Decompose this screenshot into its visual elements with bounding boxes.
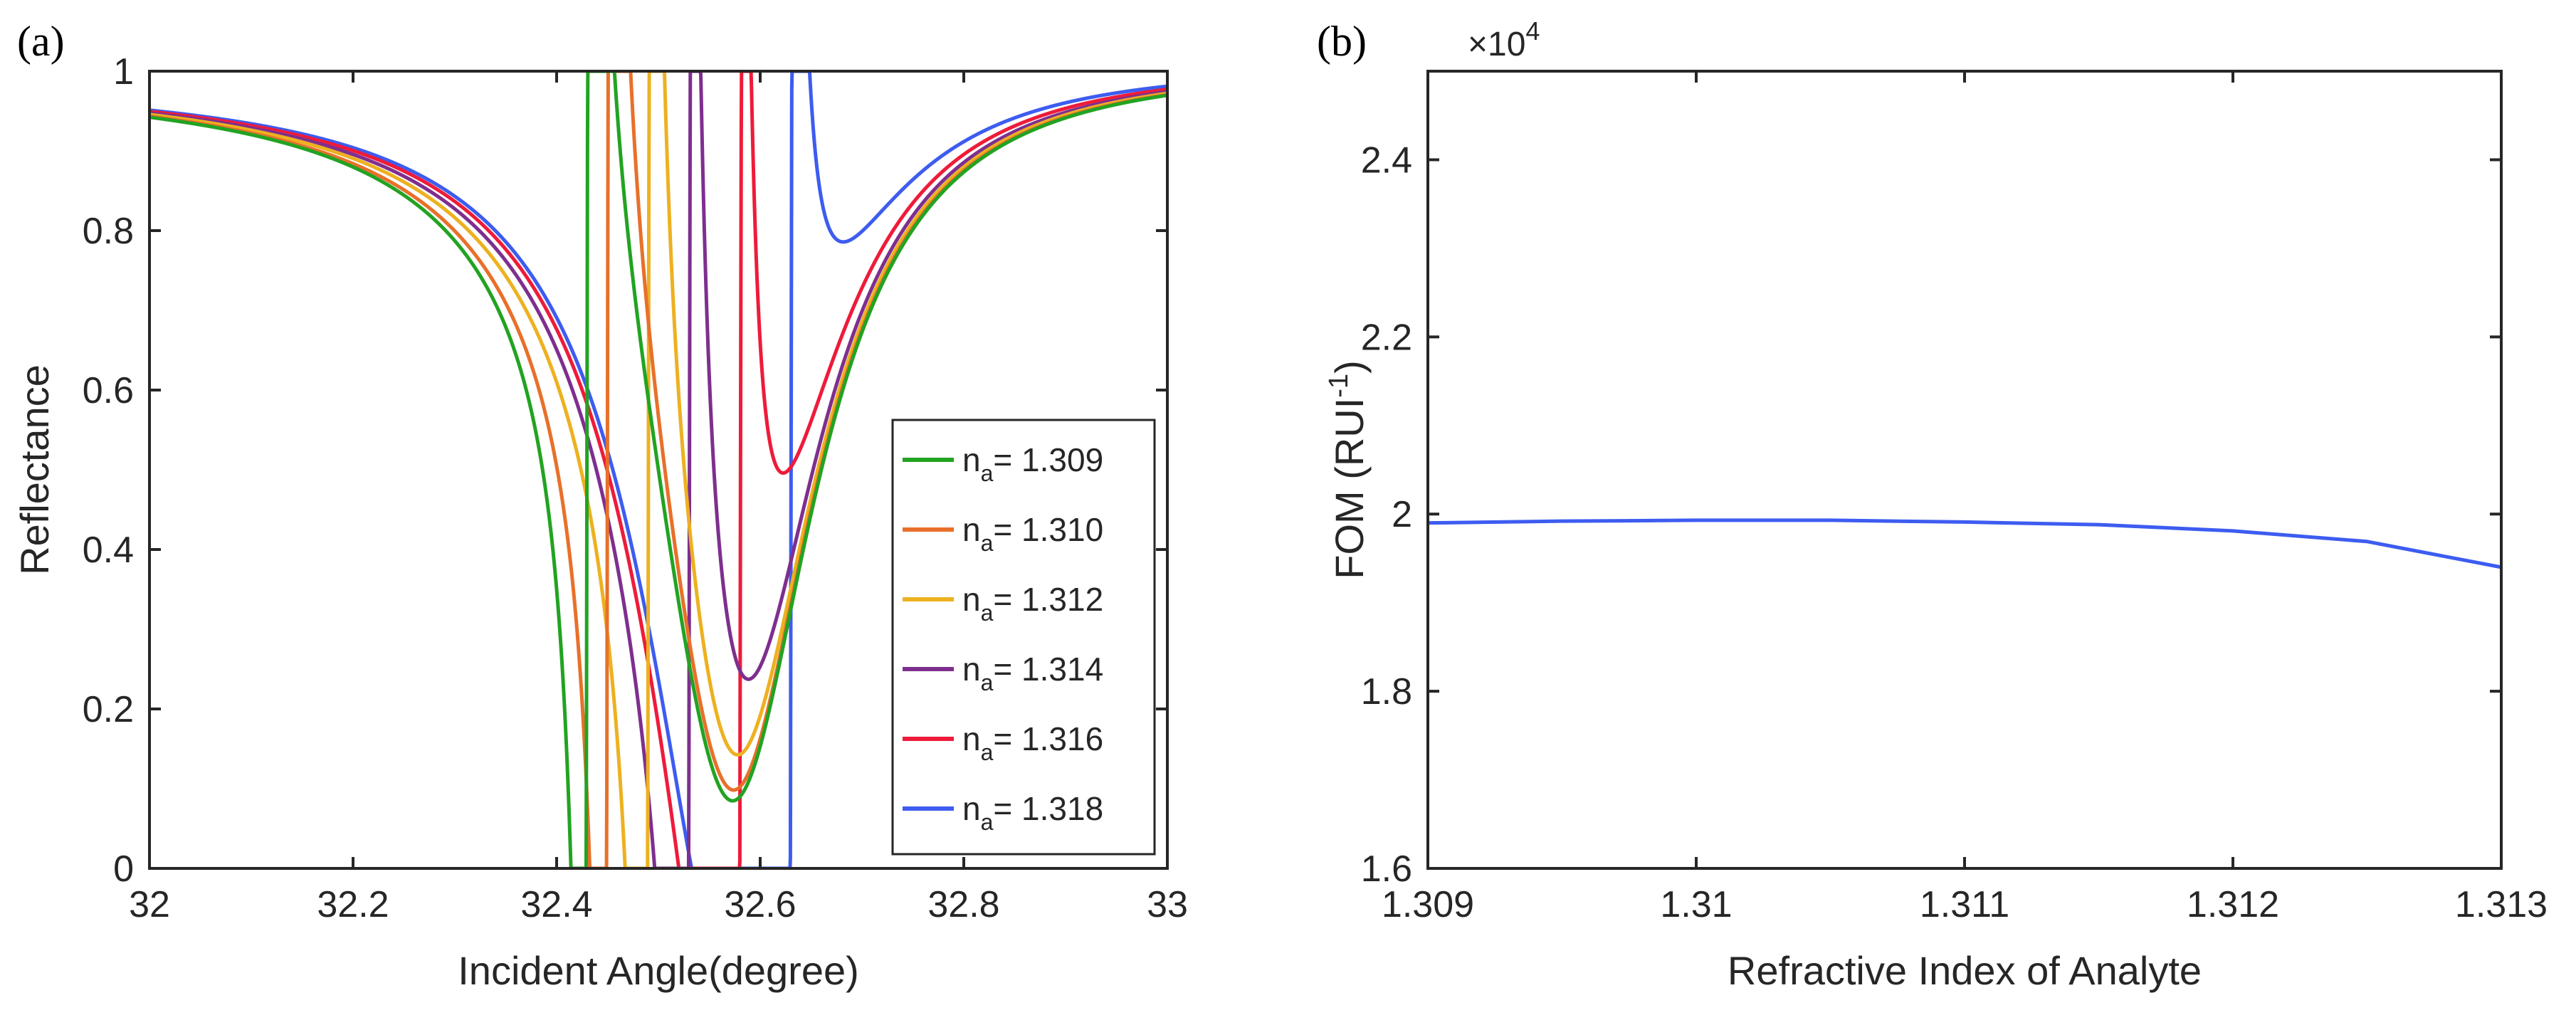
x-ticks-a: 32 32.2 32.4 32.6 32.8 33 xyxy=(129,71,1188,925)
series-line-5 xyxy=(149,71,1167,868)
y-tick-label-a: 0.2 xyxy=(83,689,134,730)
y-tick-label-b: 1.6 xyxy=(1361,848,1412,890)
y-axis-label-b-main: FOM (RUI xyxy=(1327,398,1372,579)
series-line-0 xyxy=(149,71,1167,868)
y-tick-label-b: 1.8 xyxy=(1361,671,1412,713)
x-tick-label-b: 1.313 xyxy=(2455,884,2548,925)
axes-box-b xyxy=(1426,70,2503,870)
y-tick-label-a: 0.4 xyxy=(83,530,134,571)
x-axis-label-a: Incident Angle(degree) xyxy=(458,948,859,993)
y-tick-label-b: 2.2 xyxy=(1361,317,1412,358)
panel-b-fom-chart: (b) ×104 1.309 1.31 1.311 1.312 1.313 1.6 1.8… xyxy=(1317,16,2548,993)
x-tick-label-b: 1.31 xyxy=(1660,884,1732,925)
x-tick-label-a: 32.8 xyxy=(927,884,999,925)
reflectance-curves xyxy=(149,71,1167,868)
y-tick-label-a: 0 xyxy=(113,848,134,890)
x-tick-label-a: 32.6 xyxy=(724,884,796,925)
x-tick-label-a: 33 xyxy=(1147,884,1188,925)
legend-label-5: na= 1.318 xyxy=(962,790,1103,835)
panel-a-reflectance-chart: (a) 32 32.2 32.4 32.6 32.8 33 00.20.40.60.81 … xyxy=(12,18,1188,993)
y-tick-label-a: 0.8 xyxy=(83,211,134,252)
legend-label-3: na= 1.314 xyxy=(962,651,1103,695)
y-tick-label-b: 2.4 xyxy=(1361,140,1412,181)
y-axis-label-b: FOM (RUI-1) xyxy=(1324,360,1372,579)
fom-series-line xyxy=(1427,518,2502,569)
x-axis-label-b: Refractive Index of Analyte xyxy=(1728,948,2202,993)
x-tick-label-b: 1.311 xyxy=(1920,884,2009,925)
series-line-4 xyxy=(149,71,1167,868)
y-axis-label-a: Reflectance xyxy=(12,364,57,575)
legend-label-1: na= 1.310 xyxy=(962,511,1103,556)
legend-items: na= 1.309 na= 1.310 na= 1.312 na= 1.314 na= … xyxy=(903,441,1103,835)
x-tick-label-b: 1.309 xyxy=(1382,884,1474,925)
legend-label-4: na= 1.316 xyxy=(962,720,1103,765)
y-axis-label-b-end: ) xyxy=(1327,360,1372,374)
y-tick-label-a: 1 xyxy=(113,51,134,93)
exponent-label: ×104 xyxy=(1468,16,1540,63)
exponent-prefix: ×10 xyxy=(1468,26,1525,63)
x-tick-label-a: 32.2 xyxy=(317,884,389,925)
y-tick-label-a: 0.6 xyxy=(83,370,134,411)
legend-label-0: na= 1.309 xyxy=(962,441,1103,486)
y-ticks-b: 1.6 1.8 2 2.2 2.4 xyxy=(1361,140,2501,890)
x-tick-label-a: 32 xyxy=(129,884,170,925)
x-tick-label-b: 1.312 xyxy=(2187,884,2279,925)
series-line-3 xyxy=(149,71,1167,868)
legend: na= 1.309 na= 1.310 na= 1.312 na= 1.314 na= … xyxy=(891,419,1156,856)
y-ticks-a: 0 0.2 0.4 0.6 0.8 1 xyxy=(83,51,1167,890)
legend-box xyxy=(891,419,1156,856)
y-axis-label-b-sup: -1 xyxy=(1324,374,1354,398)
series-line-2 xyxy=(149,71,1167,868)
x-tick-label-a: 32.4 xyxy=(520,884,592,925)
x-ticks-b: 1.309 1.31 1.311 1.312 1.313 xyxy=(1382,71,2548,925)
fom-curve xyxy=(1427,518,2502,569)
panel-label-a: (a) xyxy=(17,18,65,65)
y-tick-label-b: 2 xyxy=(1392,494,1412,535)
legend-label-2: na= 1.312 xyxy=(962,581,1103,626)
panel-label-b: (b) xyxy=(1317,18,1367,65)
axes-box-a xyxy=(148,70,1169,870)
exponent-power: 4 xyxy=(1525,16,1540,46)
